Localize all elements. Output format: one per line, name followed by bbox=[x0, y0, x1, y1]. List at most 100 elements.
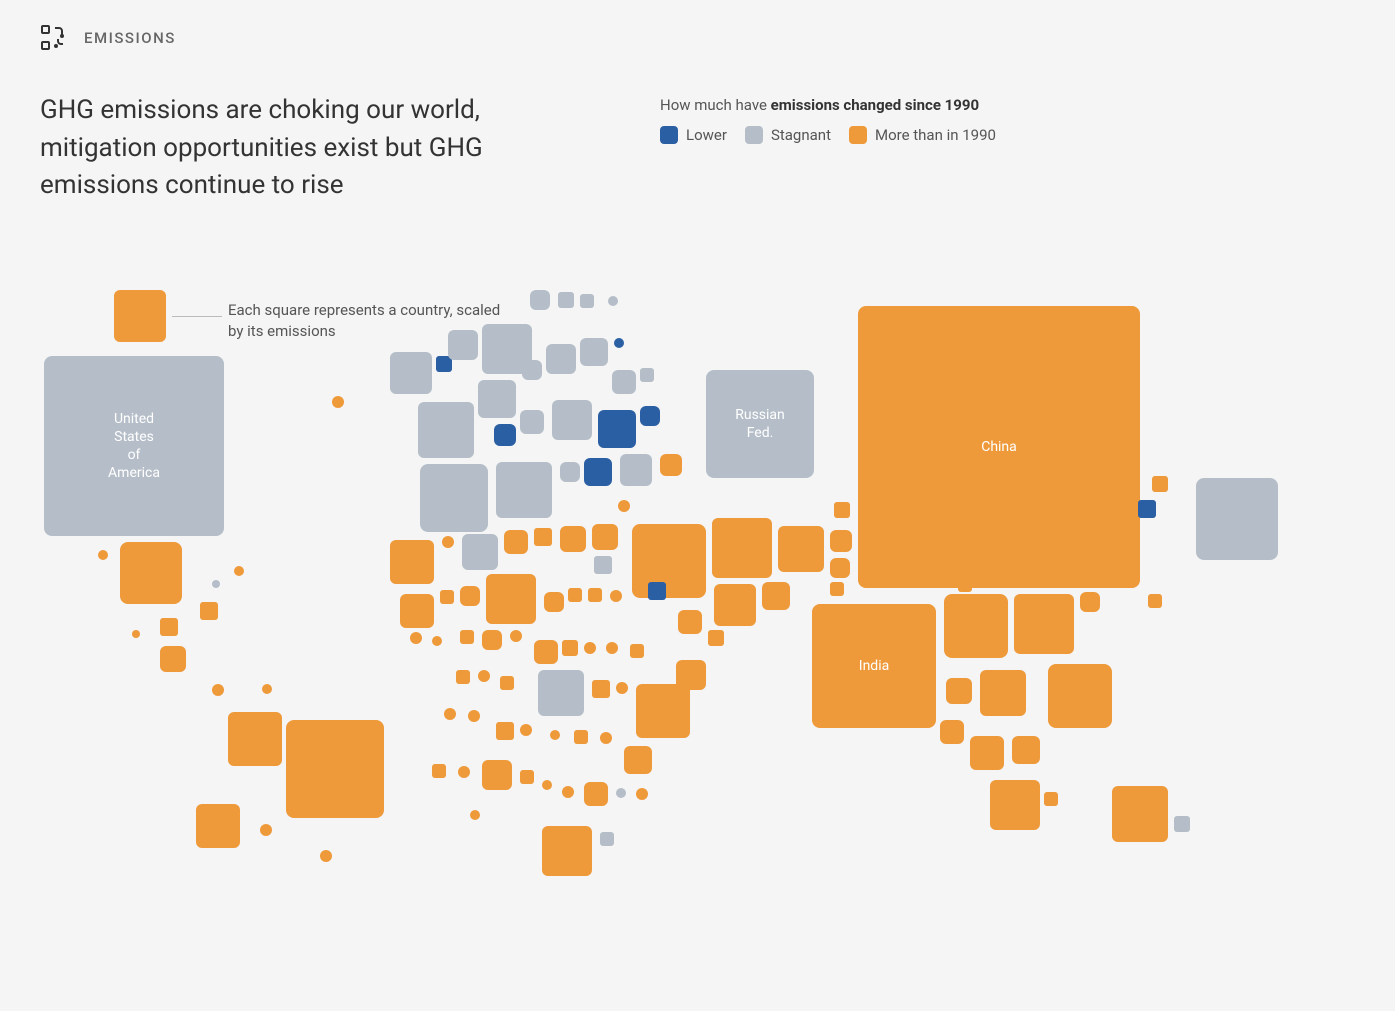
country-square[interactable] bbox=[196, 804, 240, 848]
country-square[interactable] bbox=[462, 534, 498, 570]
country-square[interactable] bbox=[678, 610, 702, 634]
country-square[interactable] bbox=[1014, 574, 1028, 588]
country-square[interactable] bbox=[482, 760, 512, 790]
country-square[interactable] bbox=[606, 642, 618, 654]
country-square[interactable] bbox=[612, 370, 636, 394]
country-square[interactable] bbox=[200, 602, 218, 620]
country-square[interactable] bbox=[608, 296, 618, 306]
country-square[interactable] bbox=[262, 684, 272, 694]
country-square[interactable] bbox=[538, 670, 584, 716]
country-square[interactable] bbox=[594, 556, 612, 574]
country-square[interactable] bbox=[286, 720, 384, 818]
country-square[interactable] bbox=[1048, 664, 1112, 728]
country-square[interactable] bbox=[478, 380, 516, 418]
country-square[interactable] bbox=[762, 582, 790, 610]
country-square[interactable] bbox=[496, 462, 552, 518]
country-square[interactable] bbox=[432, 636, 442, 646]
country-square[interactable] bbox=[114, 290, 166, 342]
country-square[interactable] bbox=[98, 550, 108, 560]
country-square[interactable] bbox=[1112, 786, 1168, 842]
country-square[interactable] bbox=[778, 526, 824, 572]
country-square[interactable] bbox=[610, 590, 622, 602]
country-square[interactable] bbox=[560, 462, 580, 482]
country-square[interactable] bbox=[562, 786, 574, 798]
country-square[interactable] bbox=[442, 536, 454, 548]
country-square[interactable] bbox=[160, 618, 178, 636]
country-square[interactable] bbox=[160, 646, 186, 672]
country-square[interactable] bbox=[970, 736, 1004, 770]
country-square[interactable] bbox=[580, 294, 594, 308]
country-square[interactable] bbox=[542, 780, 552, 790]
country-square[interactable] bbox=[580, 338, 608, 366]
country-square[interactable] bbox=[530, 290, 550, 310]
country-square[interactable] bbox=[522, 360, 542, 380]
country-square[interactable] bbox=[592, 524, 618, 550]
country-square[interactable] bbox=[132, 630, 140, 638]
country-square[interactable] bbox=[632, 524, 706, 598]
country-square[interactable] bbox=[620, 454, 652, 486]
country-square[interactable]: India bbox=[812, 604, 936, 728]
country-square[interactable] bbox=[390, 540, 434, 584]
country-square[interactable] bbox=[320, 850, 332, 862]
country-square[interactable] bbox=[640, 368, 654, 382]
country-square[interactable] bbox=[1152, 476, 1168, 492]
country-square[interactable] bbox=[1044, 792, 1058, 806]
country-square[interactable] bbox=[562, 640, 578, 656]
country-square[interactable] bbox=[636, 788, 648, 800]
country-square[interactable] bbox=[460, 586, 480, 606]
country-square[interactable] bbox=[460, 630, 474, 644]
country-square[interactable] bbox=[478, 670, 490, 682]
country-square[interactable] bbox=[542, 826, 592, 876]
country-square[interactable] bbox=[520, 410, 544, 434]
country-square[interactable] bbox=[588, 588, 602, 602]
country-square[interactable] bbox=[592, 680, 610, 698]
country-square[interactable] bbox=[708, 630, 724, 646]
legend-item[interactable]: Stagnant bbox=[745, 126, 831, 144]
country-square[interactable] bbox=[598, 410, 636, 448]
country-square[interactable] bbox=[410, 632, 422, 644]
country-square[interactable] bbox=[978, 576, 990, 588]
country-square[interactable] bbox=[228, 712, 282, 766]
country-square[interactable] bbox=[600, 732, 612, 744]
country-square[interactable] bbox=[468, 710, 480, 722]
country-square[interactable] bbox=[418, 402, 474, 458]
country-square[interactable] bbox=[830, 558, 850, 578]
country-square[interactable] bbox=[996, 576, 1008, 588]
country-square[interactable] bbox=[574, 730, 588, 744]
country-square[interactable] bbox=[584, 458, 612, 486]
country-square[interactable] bbox=[496, 722, 514, 740]
country-square[interactable] bbox=[714, 584, 756, 626]
country-square[interactable] bbox=[234, 566, 244, 576]
country-square[interactable] bbox=[494, 424, 516, 446]
country-square[interactable] bbox=[1174, 816, 1190, 832]
country-square[interactable] bbox=[550, 730, 560, 740]
country-square[interactable] bbox=[1080, 592, 1100, 612]
country-square[interactable] bbox=[648, 582, 666, 600]
country-square[interactable] bbox=[660, 454, 682, 476]
country-square[interactable] bbox=[980, 670, 1026, 716]
country-square[interactable] bbox=[500, 676, 514, 690]
country-square[interactable] bbox=[486, 574, 536, 624]
country-square[interactable]: China bbox=[858, 306, 1140, 588]
country-square[interactable] bbox=[584, 782, 608, 806]
country-square[interactable] bbox=[212, 684, 224, 696]
country-square[interactable] bbox=[470, 810, 480, 820]
country-square[interactable] bbox=[834, 502, 850, 518]
country-square[interactable] bbox=[630, 644, 644, 658]
country-square[interactable] bbox=[544, 592, 564, 612]
country-square[interactable] bbox=[212, 580, 220, 588]
country-square[interactable] bbox=[510, 630, 522, 642]
country-square[interactable] bbox=[568, 588, 582, 602]
country-square[interactable]: United States of America bbox=[44, 356, 224, 536]
country-square[interactable] bbox=[830, 582, 844, 596]
country-square[interactable] bbox=[640, 406, 660, 426]
country-square[interactable] bbox=[456, 670, 470, 684]
country-square[interactable] bbox=[260, 824, 272, 836]
country-square[interactable] bbox=[560, 526, 586, 552]
country-square[interactable] bbox=[618, 500, 630, 512]
country-square[interactable] bbox=[616, 682, 628, 694]
country-square[interactable] bbox=[830, 530, 852, 552]
country-square[interactable] bbox=[432, 764, 446, 778]
legend-item[interactable]: Lower bbox=[660, 126, 727, 144]
country-square[interactable] bbox=[944, 594, 1008, 658]
